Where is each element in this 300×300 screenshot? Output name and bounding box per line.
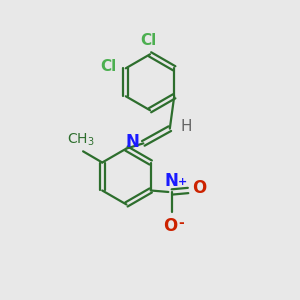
Text: Cl: Cl bbox=[100, 59, 116, 74]
Text: H: H bbox=[181, 119, 193, 134]
Text: N: N bbox=[126, 133, 140, 151]
Text: N: N bbox=[165, 172, 179, 190]
Text: Cl: Cl bbox=[140, 33, 157, 48]
Text: -: - bbox=[178, 216, 184, 230]
Text: +: + bbox=[178, 177, 188, 187]
Text: O: O bbox=[163, 217, 178, 235]
Text: CH$_3$: CH$_3$ bbox=[67, 131, 94, 148]
Text: O: O bbox=[193, 179, 207, 197]
